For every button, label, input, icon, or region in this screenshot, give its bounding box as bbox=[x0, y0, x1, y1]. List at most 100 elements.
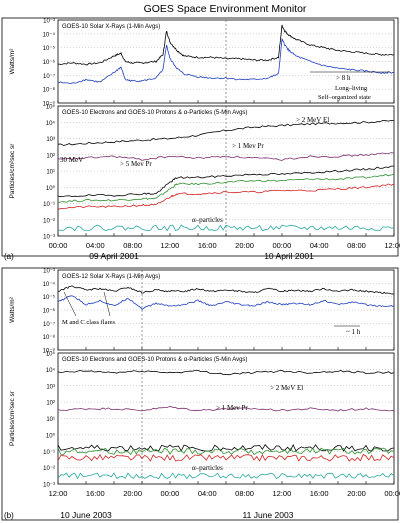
x-tick-label: 04:00 bbox=[198, 489, 217, 498]
series-label: 30 MeV bbox=[60, 156, 83, 164]
date-label: 10 April 2001 bbox=[264, 251, 314, 261]
particles-series-line bbox=[57, 119, 395, 146]
x-tick-label: 00:00 bbox=[161, 489, 180, 498]
particles-y-label: Particles/cm²sec sr bbox=[9, 143, 16, 199]
panel-label: (a) bbox=[4, 252, 14, 261]
xrays-y-label: Watts/m² bbox=[9, 48, 16, 75]
series-label: > 1 Mev Pr bbox=[232, 142, 264, 150]
y-tick-label: 10⁻⁶ bbox=[43, 59, 56, 66]
y-tick-label: 10⁻³ bbox=[43, 19, 55, 25]
y-tick-label: 10⁻⁹ bbox=[43, 348, 56, 355]
date-label: 11 June 2003 bbox=[243, 510, 294, 520]
xrays-subtitle: GOES-12 Solar X-Rays (1-Min Avgs) bbox=[62, 274, 160, 280]
y-tick-label: 10⁻⁸ bbox=[43, 87, 56, 94]
particles-series-line bbox=[58, 224, 395, 232]
y-tick-label: 10⁴ bbox=[46, 367, 56, 374]
y-tick-label: 10⁻³ bbox=[43, 235, 55, 241]
x-tick-label: 16:00 bbox=[198, 241, 217, 250]
y-tick-label: 10⁻⁹ bbox=[43, 101, 56, 108]
y-tick-label: 10¹ bbox=[46, 417, 55, 423]
series-label: > 1 Mev Pr bbox=[216, 404, 248, 412]
series-label: > 2 MeV El bbox=[270, 384, 303, 392]
x-tick-label: 20:00 bbox=[235, 241, 254, 250]
x-tick-label: 00:00 bbox=[384, 489, 400, 498]
xrays-series-line bbox=[57, 38, 395, 85]
date-label: 09 April 2001 bbox=[89, 251, 139, 261]
particles-series-line bbox=[57, 472, 395, 480]
series-label: > 5 Mev Pr bbox=[120, 160, 152, 168]
particles-subtitle: GOES-10 Electrons and GOES-10 Protons & … bbox=[62, 357, 247, 363]
x-tick-label: 00:00 bbox=[272, 241, 291, 250]
y-tick-label: 10⁰ bbox=[46, 432, 56, 439]
series-label: α–particles bbox=[192, 464, 223, 472]
xrays-series-line bbox=[57, 24, 395, 66]
x-tick-label: 12:00 bbox=[272, 489, 291, 498]
x-tick-label: 00:00 bbox=[49, 241, 68, 250]
y-tick-label: 10⁴ bbox=[46, 120, 56, 127]
annotation-arrow bbox=[63, 291, 77, 317]
xrays-series-line bbox=[57, 295, 395, 310]
particles-series-line bbox=[57, 173, 395, 204]
y-tick-label: 10⁻⁵ bbox=[43, 45, 56, 52]
y-tick-label: 10⁻¹ bbox=[43, 202, 55, 208]
y-tick-label: 10⁵ bbox=[46, 104, 56, 111]
x-tick-label: 04:00 bbox=[310, 241, 329, 250]
y-tick-label: 10⁻⁴ bbox=[43, 31, 56, 38]
annotation-duration: > 8 h bbox=[336, 74, 351, 82]
y-tick-label: 10⁻¹ bbox=[43, 450, 55, 456]
particles-series-line bbox=[57, 405, 395, 412]
panel-frame bbox=[1, 17, 399, 257]
y-tick-label: 10⁻² bbox=[43, 466, 55, 472]
y-tick-label: 10⁻⁵ bbox=[43, 294, 56, 301]
x-tick-label: 20:00 bbox=[123, 489, 142, 498]
x-tick-label: 08:00 bbox=[123, 241, 142, 250]
y-tick-label: 10⁻⁷ bbox=[43, 321, 55, 328]
y-tick-label: 10² bbox=[46, 401, 55, 407]
y-tick-label: 10⁻³ bbox=[43, 483, 55, 489]
panel-frame bbox=[1, 267, 399, 521]
particles-series-line bbox=[57, 183, 395, 210]
particles-series-line bbox=[57, 453, 395, 462]
particles-series-line bbox=[57, 152, 395, 161]
particles-series-line bbox=[57, 447, 395, 456]
date-label: 10 June 2003 bbox=[60, 510, 112, 520]
y-tick-label: 10² bbox=[46, 153, 55, 159]
y-tick-label: 10⁵ bbox=[46, 351, 56, 358]
y-tick-label: 10⁻⁸ bbox=[43, 334, 56, 341]
series-label: α–particles bbox=[192, 216, 223, 224]
y-tick-label: 10⁰ bbox=[46, 185, 56, 192]
annotation-text: Long–living bbox=[335, 85, 368, 92]
particles-y-label: Particles/cm²sec sr bbox=[9, 390, 16, 446]
y-tick-label: 10¹ bbox=[46, 170, 55, 176]
x-tick-label: 04:00 bbox=[86, 241, 105, 250]
x-tick-label: 12:00 bbox=[384, 241, 400, 250]
annotation-duration: ~ 1 h bbox=[346, 328, 361, 336]
x-tick-label: 12:00 bbox=[49, 489, 68, 498]
panel-label: (b) bbox=[4, 511, 14, 520]
x-tick-label: 08:00 bbox=[347, 241, 366, 250]
annotation-arrow bbox=[103, 291, 111, 317]
y-tick-label: 10³ bbox=[46, 384, 55, 390]
x-tick-label: 16:00 bbox=[86, 489, 105, 498]
y-tick-label: 10⁻⁶ bbox=[43, 308, 56, 315]
xrays-series-line bbox=[58, 285, 395, 295]
x-tick-label: 08:00 bbox=[235, 489, 254, 498]
xrays-y-label: Watts/m² bbox=[9, 296, 16, 323]
particles-subtitle: GOES-10 Electrons and GOES-10 Protons & … bbox=[62, 110, 247, 116]
x-tick-label: 20:00 bbox=[347, 489, 366, 498]
y-tick-label: 10⁻³ bbox=[43, 269, 55, 275]
series-label: > 2 MeV El bbox=[296, 116, 329, 124]
x-tick-label: 16:00 bbox=[310, 489, 329, 498]
annotation-text: M and C class flares bbox=[62, 319, 116, 326]
particles-series-line bbox=[57, 443, 395, 452]
y-tick-label: 10⁻⁷ bbox=[43, 73, 55, 80]
y-tick-label: 10⁻² bbox=[43, 218, 55, 224]
xrays-subtitle: GOES-10 Solar X-Rays (1-Min Avgs) bbox=[62, 24, 160, 30]
particles-series-line bbox=[57, 165, 394, 198]
figure-title: GOES Space Environment Monitor bbox=[144, 3, 307, 15]
x-tick-label: 12:00 bbox=[161, 241, 180, 250]
y-tick-label: 10³ bbox=[46, 137, 55, 143]
annotation-text: Self–organized state bbox=[318, 94, 371, 101]
particles-series-line bbox=[57, 369, 395, 376]
